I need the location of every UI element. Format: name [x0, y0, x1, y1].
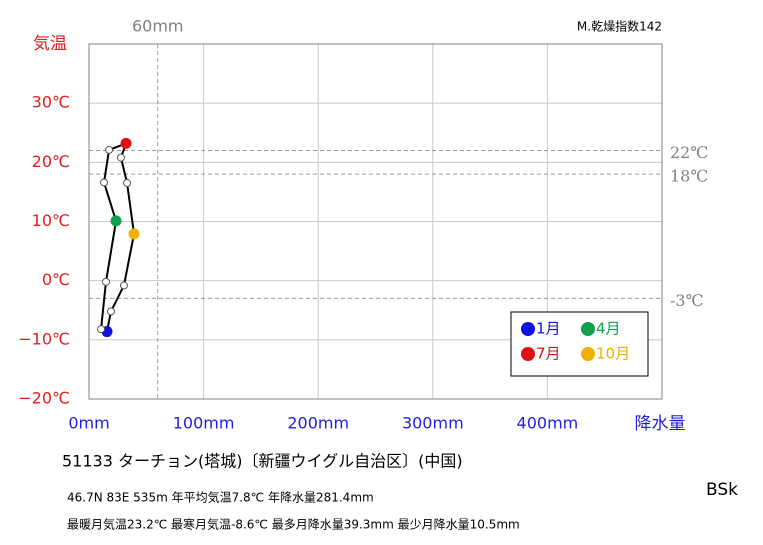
month-point: [119, 281, 128, 290]
legend-label: 1月: [536, 320, 561, 338]
month-point: [120, 137, 132, 149]
dryness-index: M.乾燥指数142: [577, 19, 662, 34]
x-tick-label: 100mm: [173, 414, 235, 433]
x-axis-label: 降水量: [635, 414, 686, 434]
y-tick-label: −20℃: [18, 389, 70, 408]
month-point: [116, 153, 125, 162]
month-point: [123, 179, 132, 188]
y-tick-label: 0℃: [42, 270, 70, 289]
x-tick-label: 0mm: [68, 414, 109, 433]
plot-frame: [88, 43, 663, 400]
legend-box: [510, 311, 649, 377]
legend-label: 4月: [596, 320, 621, 338]
reference-label: 18℃: [670, 167, 708, 186]
legend-swatch: [521, 322, 535, 336]
reference-label: 60mm: [132, 17, 184, 36]
station-stats: 最暖月気温23.2℃ 最寒月気温-8.6℃ 最多月降水量39.3mm 最少月降水…: [67, 517, 520, 532]
legend-swatch: [581, 322, 595, 336]
y-tick-label: −10℃: [18, 329, 70, 348]
legend-swatch: [521, 347, 535, 361]
legend-label: 10月: [596, 345, 630, 363]
month-point: [97, 325, 106, 334]
reference-label: -3℃: [670, 291, 703, 310]
month-point: [105, 145, 114, 154]
month-point: [101, 277, 110, 286]
month-point: [128, 228, 140, 240]
y-axis-label: 気温: [33, 34, 67, 54]
x-tick-label: 400mm: [517, 414, 579, 433]
climate-class: BSk: [706, 480, 738, 500]
legend-swatch: [581, 347, 595, 361]
month-point: [110, 215, 122, 227]
legend-label: 7月: [536, 345, 561, 363]
y-tick-label: 30℃: [32, 93, 70, 112]
station-name: 51133 ターチョン(塔城)〔新疆ウイグル自治区〕(中国): [62, 452, 463, 471]
y-tick-label: 10℃: [32, 211, 70, 230]
climate-loop: [99, 141, 136, 333]
station-info: 46.7N 83E 535m 年平均気温7.8℃ 年降水量281.4mm: [67, 490, 374, 505]
month-point: [107, 307, 116, 316]
x-tick-label: 200mm: [287, 414, 349, 433]
reference-label: 22℃: [670, 143, 708, 162]
month-point: [100, 178, 109, 187]
x-tick-label: 300mm: [402, 414, 464, 433]
y-tick-label: 20℃: [32, 152, 70, 171]
